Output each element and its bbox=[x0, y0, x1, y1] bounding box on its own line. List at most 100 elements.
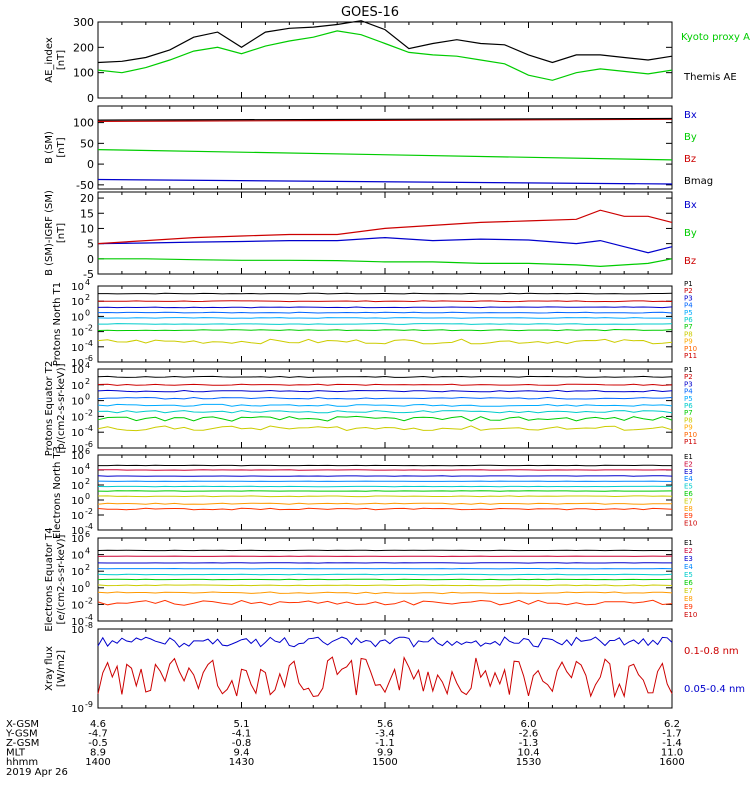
y-axis-unit-pe: [p/(cm2-s-sr-keV)] bbox=[56, 363, 67, 453]
series-pe-2 bbox=[98, 384, 672, 385]
y-axis-label-bsm: B (SM) bbox=[44, 131, 55, 164]
y-tick-label: -50 bbox=[76, 179, 94, 192]
y-tick-label: 10 bbox=[71, 451, 84, 462]
y-tick-label: 10 bbox=[71, 600, 84, 611]
y-tick-exponent: 6 bbox=[85, 530, 90, 539]
x-row-value: 1600 bbox=[659, 757, 684, 768]
y-axis-label-bigrf: B (SM)-IGRF (SM) bbox=[44, 190, 55, 276]
legend-kyoto-proxy-ae: Kyoto proxy AE bbox=[681, 32, 750, 43]
y-tick-label: 0 bbox=[87, 92, 94, 105]
y-tick-label: 10 bbox=[71, 428, 84, 439]
series-ee-8 bbox=[98, 592, 672, 594]
y-tick-label: 10 bbox=[71, 412, 84, 423]
y-tick-exponent: 0 bbox=[85, 308, 90, 317]
x-row-value: 1430 bbox=[229, 757, 254, 768]
legend-bigrf-by: By bbox=[684, 228, 697, 239]
legend-bigrf-bx: Bx bbox=[684, 200, 697, 211]
series-ae-kyoto-proxy-ae bbox=[98, 31, 672, 80]
x-row-value: 1400 bbox=[85, 757, 110, 768]
panel-frame-pe bbox=[98, 369, 672, 448]
y-tick-exponent: -2 bbox=[85, 596, 93, 605]
y-tick-exponent: 2 bbox=[85, 563, 90, 572]
y-tick-exponent: 6 bbox=[85, 447, 90, 456]
y-axis-label-pn: Protons North T1 bbox=[52, 282, 63, 366]
y-tick-label: 10 bbox=[71, 625, 84, 636]
y-tick-exponent: 0 bbox=[85, 580, 90, 589]
legend-ee-e6: E6 bbox=[684, 579, 693, 587]
y-tick-label: 10 bbox=[71, 551, 84, 562]
legend-pe-p11: P11 bbox=[684, 438, 697, 446]
y-tick-label: 5 bbox=[87, 238, 94, 251]
series-bigrf-bx bbox=[98, 238, 672, 253]
y-axis-label-ae: AE_index bbox=[44, 37, 55, 83]
y-tick-label: 15 bbox=[80, 207, 94, 220]
series-en-7 bbox=[98, 496, 672, 497]
series-pe-3 bbox=[98, 390, 672, 391]
y-tick-exponent: 2 bbox=[85, 377, 90, 386]
series-pn-3 bbox=[98, 307, 672, 308]
series-pn-8 bbox=[98, 339, 672, 344]
series-en-8 bbox=[98, 503, 672, 504]
y-tick-label: 10 bbox=[71, 343, 84, 354]
legend-bsm-bz: Bz bbox=[684, 154, 696, 165]
y-tick-exponent: -2 bbox=[85, 408, 93, 417]
y-tick-label: 10 bbox=[80, 222, 94, 235]
series-pn-5 bbox=[98, 318, 672, 319]
series-pn-7 bbox=[98, 330, 672, 331]
series-pe-1 bbox=[98, 376, 672, 377]
y-tick-exponent: -4 bbox=[85, 424, 93, 433]
y-tick-label: 10 bbox=[71, 481, 84, 492]
legend-ee-e2: E2 bbox=[684, 547, 693, 555]
series-pe-8 bbox=[98, 426, 672, 431]
y-axis-label-ee: Electrons Equator T4 bbox=[44, 527, 55, 631]
legend-ee-e7: E7 bbox=[684, 587, 693, 595]
legend-bsm-bmag: Bmag bbox=[684, 176, 713, 187]
legend-xray-short: 0.05-0.4 nm bbox=[684, 684, 745, 695]
series-pn-2 bbox=[98, 301, 672, 302]
x-row-value: 1500 bbox=[372, 757, 397, 768]
series-pn-1 bbox=[98, 293, 672, 294]
y-tick-label: 10 bbox=[71, 297, 84, 308]
legend-ee-e10: E10 bbox=[684, 611, 697, 619]
y-tick-exponent: 0 bbox=[85, 492, 90, 501]
y-tick-label: 10 bbox=[71, 328, 84, 339]
y-axis-unit-bsm: [nT] bbox=[56, 137, 67, 157]
y-tick-label: 10 bbox=[71, 584, 84, 595]
legend-ee-e8: E8 bbox=[684, 595, 693, 603]
y-tick-label: 100 bbox=[73, 117, 94, 130]
y-tick-label: 10 bbox=[71, 496, 84, 507]
legend-ee-e4: E4 bbox=[684, 563, 693, 571]
y-axis-label-en: Electrons North T3 bbox=[52, 446, 63, 539]
y-tick-label: 10 bbox=[71, 466, 84, 477]
y-tick-label: 10 bbox=[71, 282, 84, 293]
series-pe-5 bbox=[98, 404, 672, 406]
y-tick-label: 10 bbox=[71, 511, 84, 522]
y-tick-exponent: 2 bbox=[85, 477, 90, 486]
y-tick-exponent: -8 bbox=[85, 621, 93, 630]
y-tick-label: 10 bbox=[71, 704, 84, 715]
legend-ee-e5: E5 bbox=[684, 571, 693, 579]
chart-title: GOES-16 bbox=[341, 5, 399, 20]
y-axis-unit-bigrf: [nT] bbox=[56, 223, 67, 243]
legend-ee-e9: E9 bbox=[684, 603, 693, 611]
date-label: 2019 Apr 26 bbox=[6, 767, 68, 778]
y-axis-unit-ee: [e/(cm2-s-sr-keV)] bbox=[56, 534, 67, 624]
series-pn-6 bbox=[98, 324, 672, 325]
legend-en-e10: E10 bbox=[684, 520, 697, 528]
y-axis-label-pe: Protons Equator T2 bbox=[44, 361, 55, 457]
y-axis-unit-ae: [nT] bbox=[56, 50, 67, 70]
series-ee-9 bbox=[98, 600, 672, 605]
y-tick-exponent: -9 bbox=[85, 700, 93, 709]
series-pe-7 bbox=[98, 416, 672, 421]
x-row-value: 1530 bbox=[516, 757, 541, 768]
y-tick-exponent: 4 bbox=[85, 278, 90, 287]
series-bigrf-bz bbox=[98, 210, 672, 243]
legend-ee-e3: E3 bbox=[684, 555, 693, 563]
series-xray-0.1-0.8-nm bbox=[98, 657, 672, 696]
y-tick-exponent: -4 bbox=[85, 339, 93, 348]
y-tick-exponent: 0 bbox=[85, 393, 90, 402]
y-tick-label: 0 bbox=[87, 253, 94, 266]
series-pe-6 bbox=[98, 411, 672, 413]
y-tick-label: 10 bbox=[71, 534, 84, 545]
y-tick-label: 10 bbox=[71, 567, 84, 578]
